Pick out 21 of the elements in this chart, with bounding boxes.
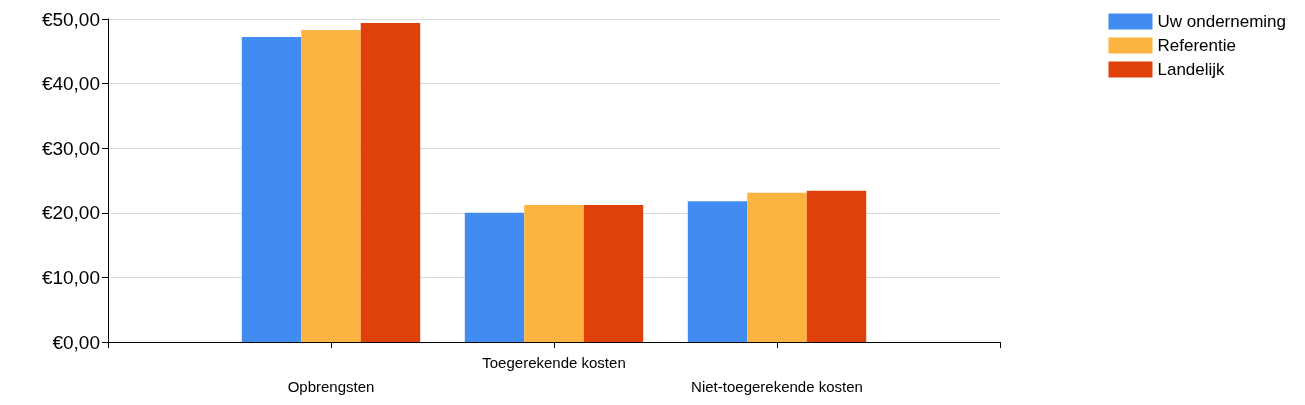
- y-tick-label: €30,00: [41, 137, 100, 159]
- bar: [806, 190, 867, 342]
- legend-label: Landelijk: [1157, 60, 1226, 79]
- y-tick-label: €0,00: [52, 331, 100, 353]
- bar: [583, 205, 644, 342]
- bar: [524, 205, 584, 342]
- y-tick-label: €50,00: [41, 8, 100, 30]
- bar: [360, 22, 421, 342]
- x-tick-label: Niet-toegerekende kosten: [691, 377, 863, 395]
- bar: [241, 37, 302, 342]
- y-tick-label: €20,00: [41, 202, 100, 224]
- bar: [687, 201, 748, 342]
- legend-label: Uw onderneming: [1157, 12, 1286, 31]
- x-tick-label: Toegerekende kosten: [482, 353, 626, 371]
- legend-label: Referentie: [1157, 36, 1236, 55]
- x-tick-label: Opbrengsten: [287, 377, 375, 395]
- bar: [464, 212, 525, 342]
- bar: [301, 29, 361, 342]
- y-tick-label: €10,00: [41, 266, 100, 288]
- y-tick-label: €40,00: [41, 73, 100, 95]
- bar: [747, 192, 807, 342]
